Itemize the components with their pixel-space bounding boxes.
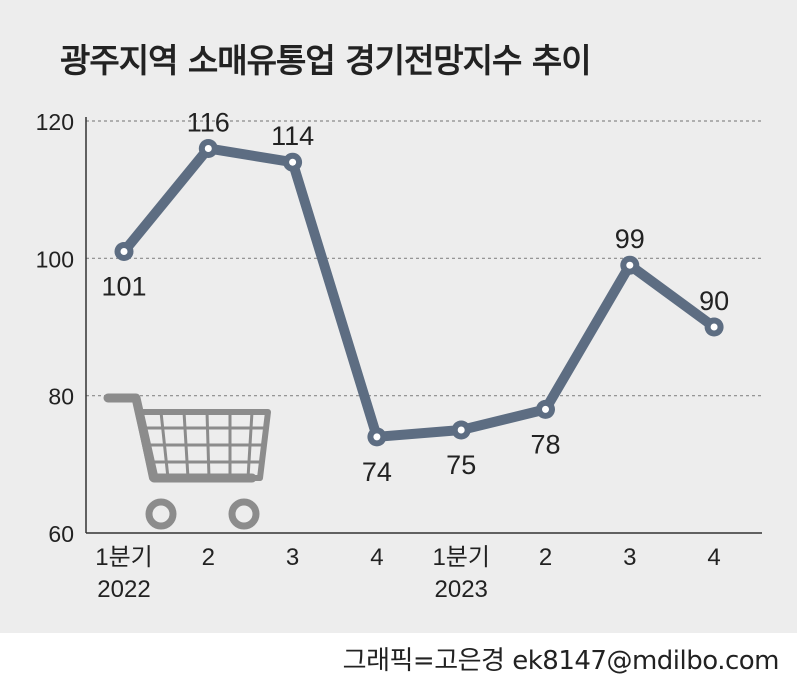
data-point-center [373, 433, 381, 441]
data-label: 78 [530, 429, 560, 459]
data-point-center [710, 323, 718, 331]
x-tick-label: 2 [539, 544, 552, 571]
x-tick-label: 4 [707, 544, 720, 571]
data-label: 116 [187, 107, 230, 137]
data-label: 114 [271, 121, 314, 151]
x-tick-label: 2023 [435, 576, 488, 603]
data-point-center [204, 144, 212, 152]
series-line [119, 143, 720, 442]
data-label: 74 [362, 457, 392, 487]
data-point-center [289, 158, 297, 166]
y-tick-label: 60 [48, 521, 74, 547]
y-tick-label: 120 [36, 109, 74, 135]
x-tick-label: 2 [202, 544, 215, 571]
data-label: 99 [615, 224, 645, 254]
data-point-center [542, 405, 549, 413]
x-tick-label: 3 [623, 544, 636, 571]
y-tick-label: 100 [36, 246, 74, 272]
chart-title: 광주지역 소매유통업 경기전망지수 추이 [60, 41, 592, 80]
x-tick-label: 3 [286, 544, 299, 571]
line-chart: 60 80 100 120 1분기 2022 2 3 4 1분기 2023 2 3 4 101 116 114… [36, 107, 762, 603]
x-tick-label: 1분기 [95, 544, 153, 571]
data-label: 101 [101, 271, 146, 301]
data-point-center [626, 261, 634, 269]
data-label: 75 [446, 450, 476, 480]
x-tick-label: 2022 [97, 576, 150, 603]
data-label: 90 [699, 286, 729, 316]
graphic-credit: 그래픽=고은경 ek8147@mdilbo.com [342, 646, 780, 676]
y-tick-label: 80 [48, 384, 74, 410]
shopping-cart-icon [103, 393, 271, 530]
chart-panel [0, 0, 797, 633]
data-point-center [120, 247, 128, 255]
x-tick-label: 1분기 [432, 544, 490, 571]
x-tick-label: 4 [370, 544, 383, 571]
data-point-center [457, 426, 465, 434]
